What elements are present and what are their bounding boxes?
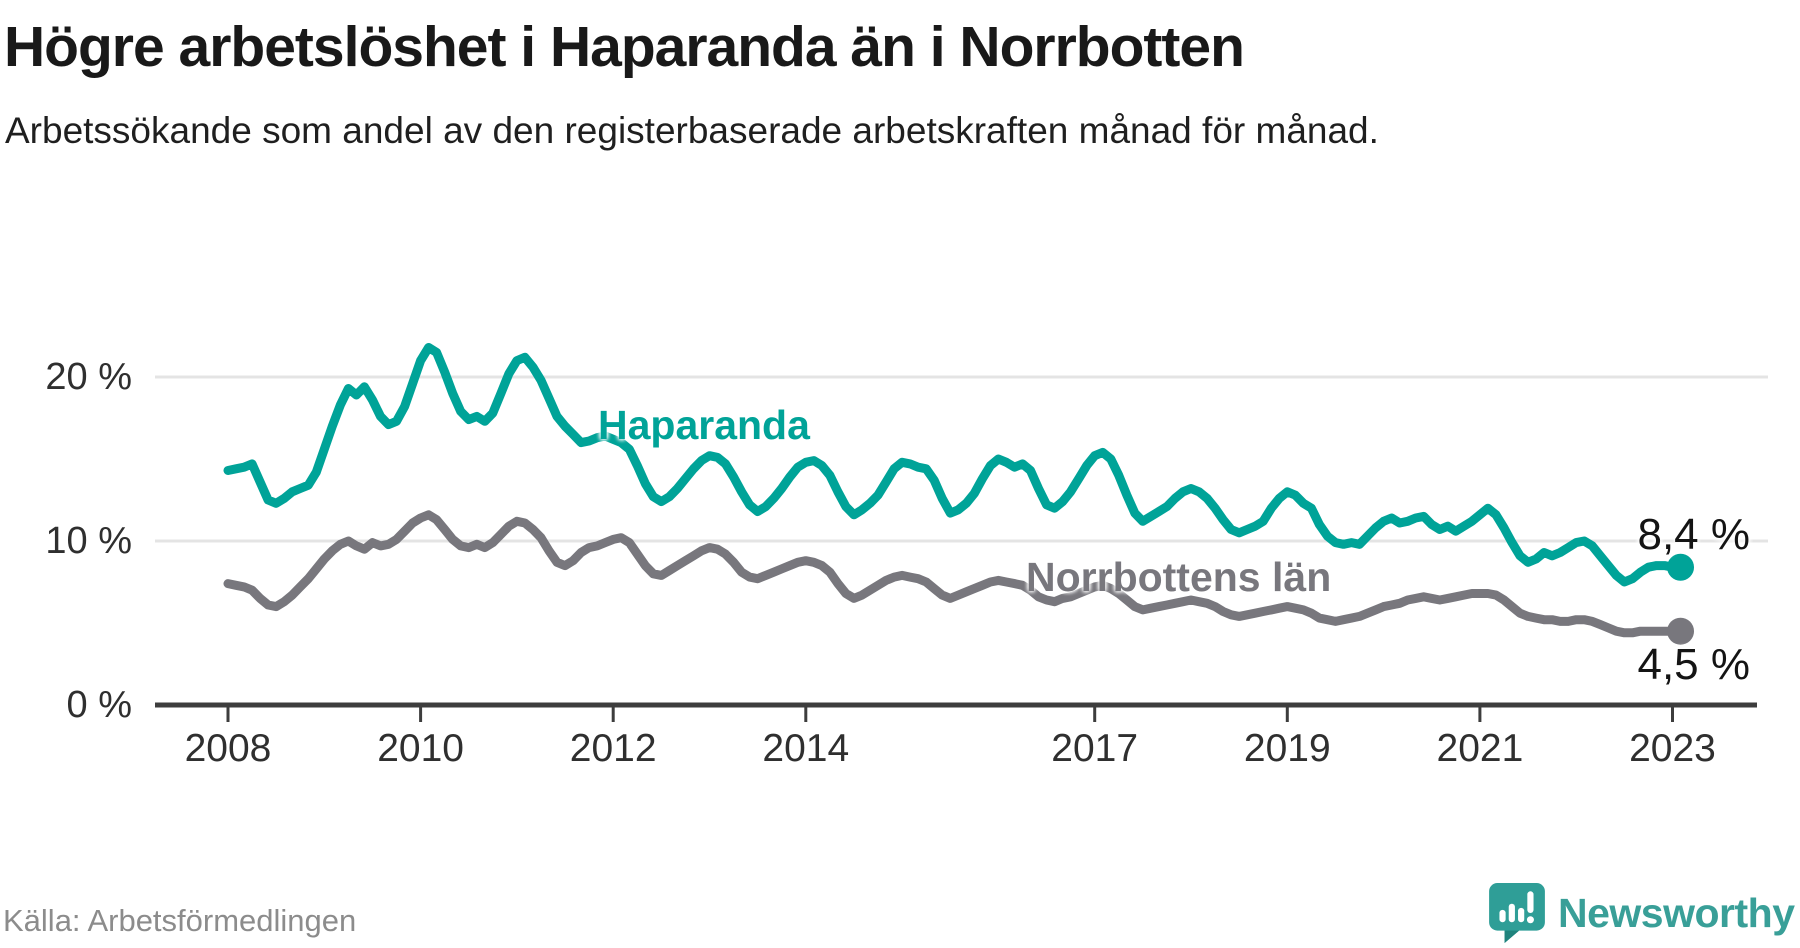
chart-subtitle: Arbetssökande som andel av den registerb… bbox=[5, 110, 1379, 151]
y-axis-label: 20 % bbox=[45, 356, 132, 398]
x-axis-label: 2017 bbox=[1051, 727, 1139, 770]
line-haparanda bbox=[223, 343, 1685, 587]
newsworthy-logo[interactable]: Newsworthy bbox=[1488, 882, 1798, 944]
line-norrbottens-l-n bbox=[223, 510, 1685, 638]
x-axis-label: 2014 bbox=[762, 727, 850, 770]
source-caption: Källa: Arbetsförmedlingen bbox=[3, 903, 357, 938]
newsworthy-logo-text: Newsworthy bbox=[1558, 889, 1795, 936]
end-dot bbox=[1667, 617, 1695, 645]
series-label-haparanda: Haparanda bbox=[598, 402, 810, 448]
x-axis-label: 2010 bbox=[377, 727, 464, 770]
y-axis-label: 10 % bbox=[45, 520, 132, 562]
page-title: Högre arbetslöshet i Haparanda än i Norr… bbox=[4, 15, 1245, 79]
y-axis-label: 0 % bbox=[66, 684, 132, 726]
end-dot bbox=[1667, 553, 1695, 581]
end-value-norrbotten: 4,5 % bbox=[1637, 640, 1750, 689]
x-axis-label: 2008 bbox=[184, 727, 272, 770]
series-label-norrbotten: Norrbottens län bbox=[1026, 554, 1332, 600]
x-axis-label: 2019 bbox=[1243, 727, 1331, 770]
newsworthy-logo-icon bbox=[1489, 883, 1545, 943]
end-value-haparanda: 8,4 % bbox=[1637, 510, 1750, 559]
x-axis-label: 2023 bbox=[1629, 727, 1716, 770]
x-axis-label: 2021 bbox=[1436, 727, 1524, 770]
x-axis-label: 2012 bbox=[569, 727, 657, 770]
